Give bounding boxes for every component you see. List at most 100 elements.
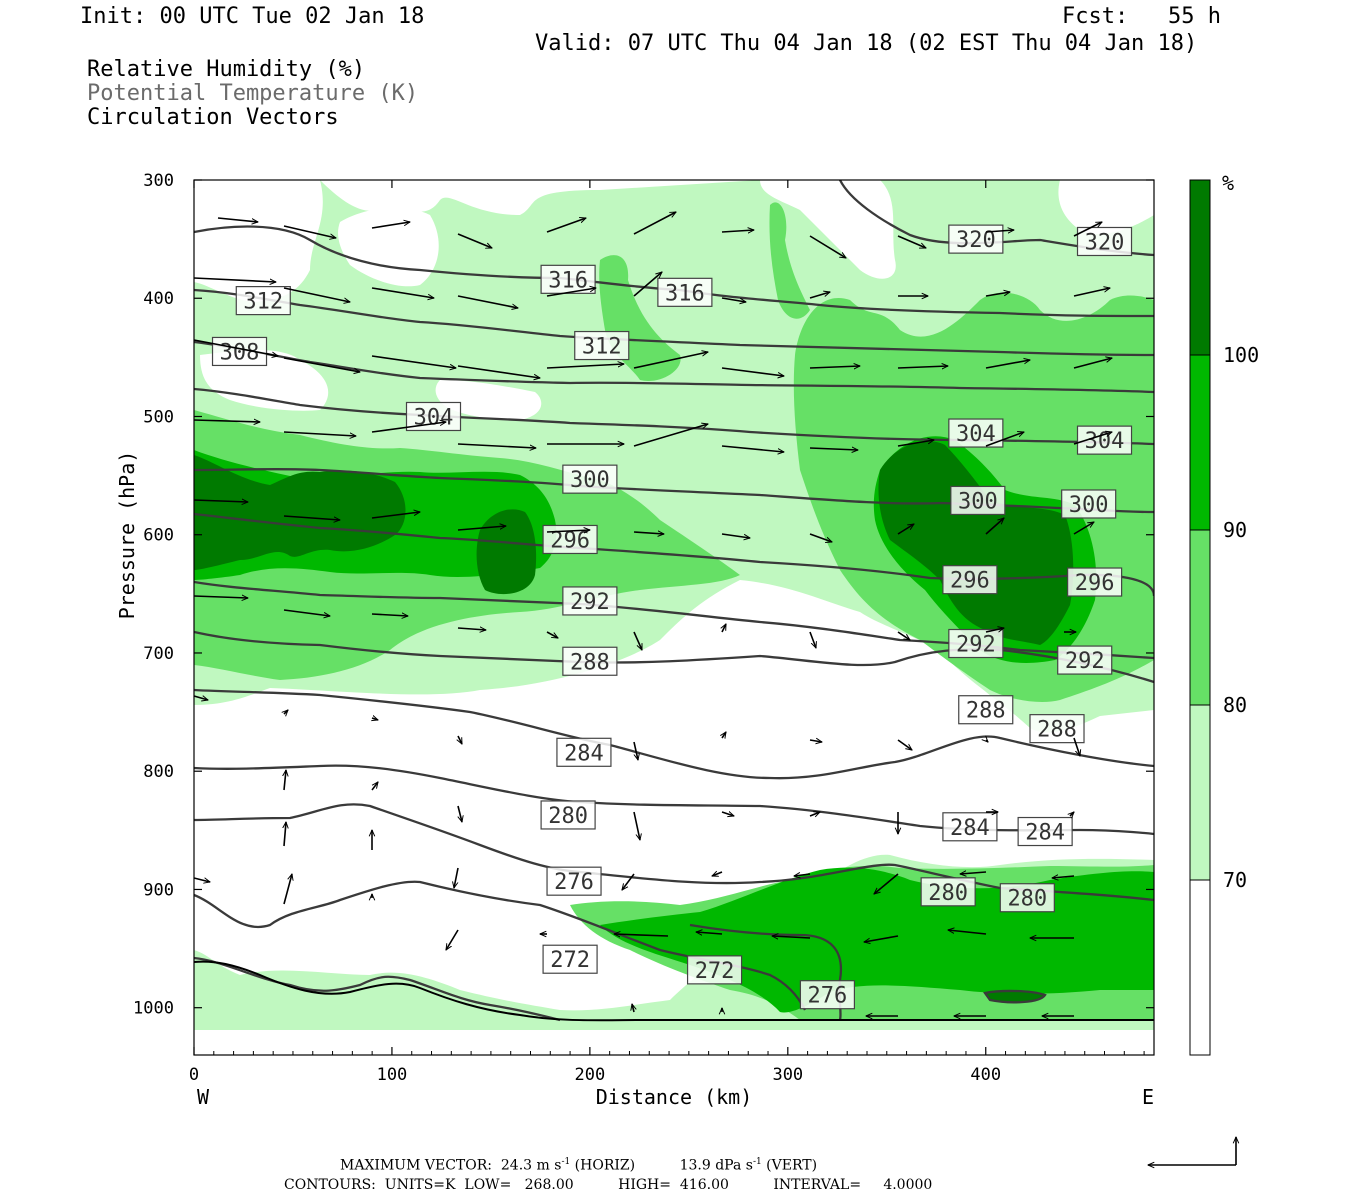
- contour-label: 292: [1057, 645, 1113, 675]
- contour-label: 272: [686, 955, 743, 985]
- contour-label: 300: [562, 464, 618, 494]
- contour-label: 312: [574, 330, 630, 361]
- circulation-vector: [546, 218, 586, 233]
- contour-label: 288: [562, 646, 618, 676]
- circulation-vector: [722, 732, 726, 738]
- circulation-vector: [809, 740, 822, 742]
- rh-100-region-a: [194, 455, 406, 570]
- circulation-vector: [897, 235, 926, 249]
- circulation-vector: [985, 432, 1024, 447]
- contour-label: 292: [948, 628, 1004, 659]
- contour-label-box: [546, 866, 602, 896]
- circulation-vector: [1073, 288, 1110, 297]
- contour-label-text: 316: [548, 268, 588, 293]
- circulation-vector: [283, 431, 356, 436]
- circulation-vector: [633, 424, 708, 447]
- colorbar-swatch: [1190, 530, 1210, 705]
- circulation-vector: [457, 365, 540, 378]
- contour-label: 300: [1061, 489, 1117, 519]
- x-axis-label: Distance (km): [596, 1085, 753, 1109]
- circulation-vector: [809, 812, 820, 816]
- contour-label: 280: [999, 883, 1055, 913]
- contour-label-box: [958, 695, 1014, 725]
- relative-humidity-shading: [194, 180, 1154, 1030]
- circulation-vector: [772, 936, 811, 938]
- circulation-vector: [217, 217, 258, 222]
- circulation-vector: [633, 211, 676, 235]
- circulation-vector: [445, 929, 459, 950]
- circulation-vector: [1052, 876, 1075, 878]
- contour-label-text: 296: [1075, 571, 1115, 596]
- circulation-vector: [897, 523, 914, 535]
- colorbar-swatch: [1190, 180, 1210, 355]
- contour-label-box: [942, 812, 998, 842]
- y-tick-label: 1000: [133, 999, 174, 1019]
- contour-label-text: 320: [1085, 230, 1125, 255]
- circulation-vector: [283, 287, 350, 302]
- contour-label: 312: [235, 286, 291, 316]
- contour-label: 308: [211, 336, 268, 367]
- circulation-vector: [633, 272, 662, 297]
- colorbar-tick-label: 100: [1223, 343, 1259, 367]
- circulation-vector: [546, 631, 558, 639]
- legend-circulation-vectors: Circulation Vectors: [87, 105, 339, 130]
- circulation-vector: [457, 295, 518, 308]
- circulation-vector: [193, 877, 210, 882]
- contour-label-text: 312: [582, 335, 622, 360]
- circulation-vector: [371, 614, 408, 616]
- contour-label-box: [235, 286, 291, 316]
- contour-label-text: 272: [550, 948, 590, 973]
- x-tick-label: 200: [575, 1065, 606, 1085]
- circulation-vector: [633, 741, 638, 760]
- contour-label: 296: [942, 565, 998, 595]
- circulation-vector: [283, 515, 340, 520]
- circulation-vector: [1070, 812, 1074, 816]
- circulation-vector: [721, 533, 750, 538]
- contour-label-text: 288: [1037, 718, 1077, 743]
- contour-label-box: [920, 877, 976, 907]
- contour-label: 284: [556, 737, 612, 767]
- circulation-vector: [633, 352, 708, 369]
- y-tick-label: 700: [143, 644, 174, 664]
- circulation-vector: [985, 360, 1030, 369]
- rh-100-region-c: [878, 441, 1074, 645]
- contour-label: 288: [1029, 714, 1085, 744]
- legend-potential-temperature: Potential Temperature (K): [87, 81, 419, 106]
- contour-label-text: 308: [220, 340, 260, 365]
- theta-contour-268: [194, 956, 561, 1022]
- y-tick-label: 300: [143, 171, 174, 191]
- contour-label: 276: [799, 980, 856, 1010]
- y-tick-label: 600: [143, 526, 174, 546]
- circulation-vector: [458, 735, 463, 744]
- x-end-label-west: W: [197, 1085, 210, 1109]
- contour-label-box: [799, 980, 856, 1010]
- contour-label-box: [1067, 567, 1123, 597]
- rh-80-region-spike: [769, 202, 810, 319]
- contour-label-box: [574, 330, 630, 361]
- reference-vector-icon: [1148, 1137, 1236, 1165]
- circulation-vector: [193, 500, 248, 502]
- contour-labels: 320 320 316 316 312 312 308 304 304 304 300 300 300 2…: [211, 224, 1133, 1010]
- circulation-vector: [284, 822, 286, 847]
- contour-label: 276: [546, 866, 602, 896]
- contour-label-text: 300: [1069, 493, 1109, 518]
- maximum-vector-line: MAXIMUM VECTOR: 24.3 m s-1 (HORIZ) 13.9 …: [340, 1157, 818, 1174]
- circulation-vector: [454, 867, 459, 888]
- circulation-vector: [897, 440, 934, 447]
- contour-label: 272: [542, 944, 598, 974]
- contour-label: 300: [950, 485, 1006, 516]
- colorbar-swatch: [1190, 355, 1210, 530]
- y-axis-label: Pressure (hPa): [115, 451, 139, 620]
- x-tick-label: 300: [772, 1065, 803, 1085]
- circulation-vector: [696, 932, 723, 934]
- contour-label-text: 304: [956, 422, 996, 447]
- circulation-vector: [722, 624, 727, 633]
- contour-label-text: 288: [570, 650, 610, 675]
- contour-label-box: [540, 264, 596, 294]
- colorbar-tick-label: 70: [1223, 868, 1247, 892]
- colorbar-unit: %: [1222, 171, 1234, 195]
- circulation-vector: [457, 526, 506, 531]
- contour-label-text: 304: [414, 405, 454, 430]
- circulation-vector: [546, 364, 624, 369]
